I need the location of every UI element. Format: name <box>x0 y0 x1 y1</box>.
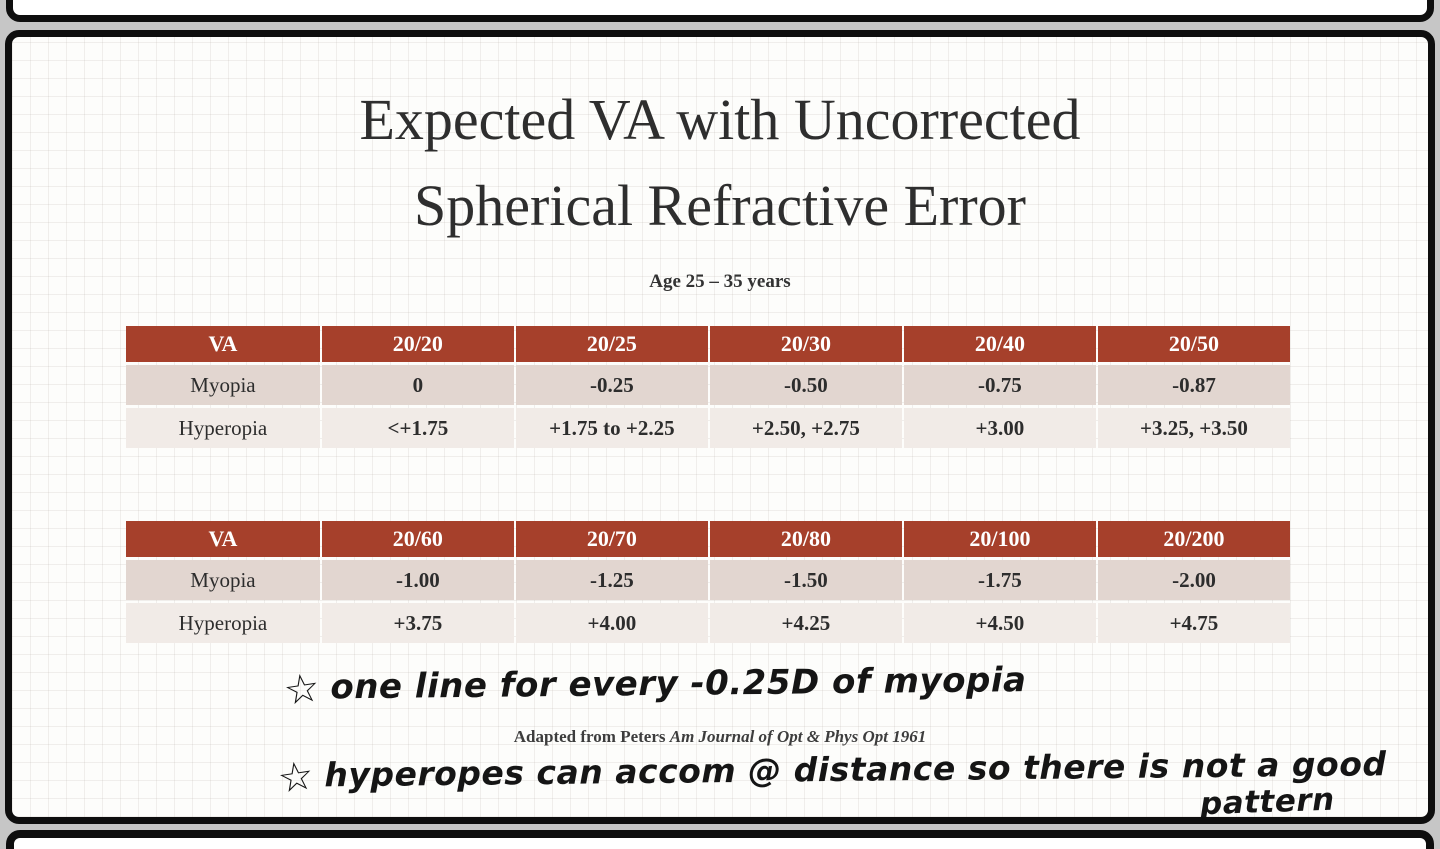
next-slide-fragment <box>6 830 1434 849</box>
table-cell: -2.00 <box>1097 560 1290 600</box>
va-table-2: VA 20/60 20/70 20/80 20/100 20/200 Myopi… <box>124 518 1292 646</box>
citation-text: Adapted from Peters Am Journal of Opt & … <box>12 727 1428 747</box>
citation-plain: Adapted from Peters <box>513 727 670 746</box>
handwritten-note-1-text: one line for every -0.25D of myopia <box>330 660 1027 708</box>
table-cell: -1.50 <box>709 560 902 600</box>
table-row-myopia: Myopia -1.00 -1.25 -1.50 -1.75 -2.00 <box>126 560 1290 600</box>
table-cell: -0.87 <box>1097 365 1290 405</box>
table-cell: -0.50 <box>709 365 902 405</box>
table-cell: +3.00 <box>903 408 1096 448</box>
table-cell: +3.25, +3.50 <box>1097 408 1290 448</box>
table-header-row: VA 20/20 20/25 20/30 20/40 20/50 <box>126 326 1290 362</box>
table-header-cell: 20/200 <box>1097 521 1290 557</box>
row-label: Myopia <box>126 560 320 600</box>
table-cell: +4.00 <box>515 603 708 643</box>
table-header-cell: 20/70 <box>515 521 708 557</box>
table-cell: +3.75 <box>321 603 514 643</box>
handwritten-note-1: ☆ one line for every -0.25D of myopia <box>280 659 1027 716</box>
table-header-cell: 20/40 <box>903 326 1096 362</box>
table-header-cell: 20/30 <box>709 326 902 362</box>
table-cell: -1.00 <box>321 560 514 600</box>
table-header-row: VA 20/60 20/70 20/80 20/100 20/200 <box>126 521 1290 557</box>
table-cell: <+1.75 <box>321 408 514 448</box>
table-cell: +1.75 to +2.25 <box>515 408 708 448</box>
table-cell: -1.25 <box>515 560 708 600</box>
previous-slide-fragment <box>6 0 1434 22</box>
table-cell: +2.50, +2.75 <box>709 408 902 448</box>
table-header-cell: 20/80 <box>709 521 902 557</box>
table-header-cell: 20/50 <box>1097 326 1290 362</box>
table-cell: +4.25 <box>709 603 902 643</box>
table-cell: +4.75 <box>1097 603 1290 643</box>
row-label: Myopia <box>126 365 320 405</box>
slide-title: Expected VA with Uncorrected Spherical R… <box>12 77 1428 249</box>
table-header-cell: 20/20 <box>321 326 514 362</box>
va-table-1: VA 20/20 20/25 20/30 20/40 20/50 Myopia … <box>124 323 1292 451</box>
star-icon: ☆ <box>274 752 318 804</box>
slide-subtitle: Age 25 – 35 years <box>649 271 791 292</box>
table-header-cell: VA <box>126 521 320 557</box>
star-icon: ☆ <box>280 664 324 716</box>
slide-title-line2: Spherical Refractive Error <box>414 173 1026 238</box>
table-row-hyperopia: Hyperopia <+1.75 +1.75 to +2.25 +2.50, +… <box>126 408 1290 448</box>
table-cell: -0.25 <box>515 365 708 405</box>
table-header-cell: 20/25 <box>515 326 708 362</box>
table-cell: 0 <box>321 365 514 405</box>
slide-title-line1: Expected VA with Uncorrected <box>359 87 1081 152</box>
table-header-cell: VA <box>126 326 320 362</box>
table-header-cell: 20/100 <box>903 521 1096 557</box>
table-cell: -1.75 <box>903 560 1096 600</box>
citation-journal: Am Journal of Opt & Phys Opt 1961 <box>669 727 927 746</box>
slide-page: Expected VA with Uncorrected Spherical R… <box>5 30 1435 824</box>
handwritten-note-2-wrap: pattern <box>1199 781 1336 823</box>
table-header-cell: 20/60 <box>321 521 514 557</box>
table-row-hyperopia: Hyperopia +3.75 +4.00 +4.25 +4.50 +4.75 <box>126 603 1290 643</box>
table-cell: -0.75 <box>903 365 1096 405</box>
row-label: Hyperopia <box>126 603 320 643</box>
table-cell: +4.50 <box>903 603 1096 643</box>
table-row-myopia: Myopia 0 -0.25 -0.50 -0.75 -0.87 <box>126 365 1290 405</box>
row-label: Hyperopia <box>126 408 320 448</box>
